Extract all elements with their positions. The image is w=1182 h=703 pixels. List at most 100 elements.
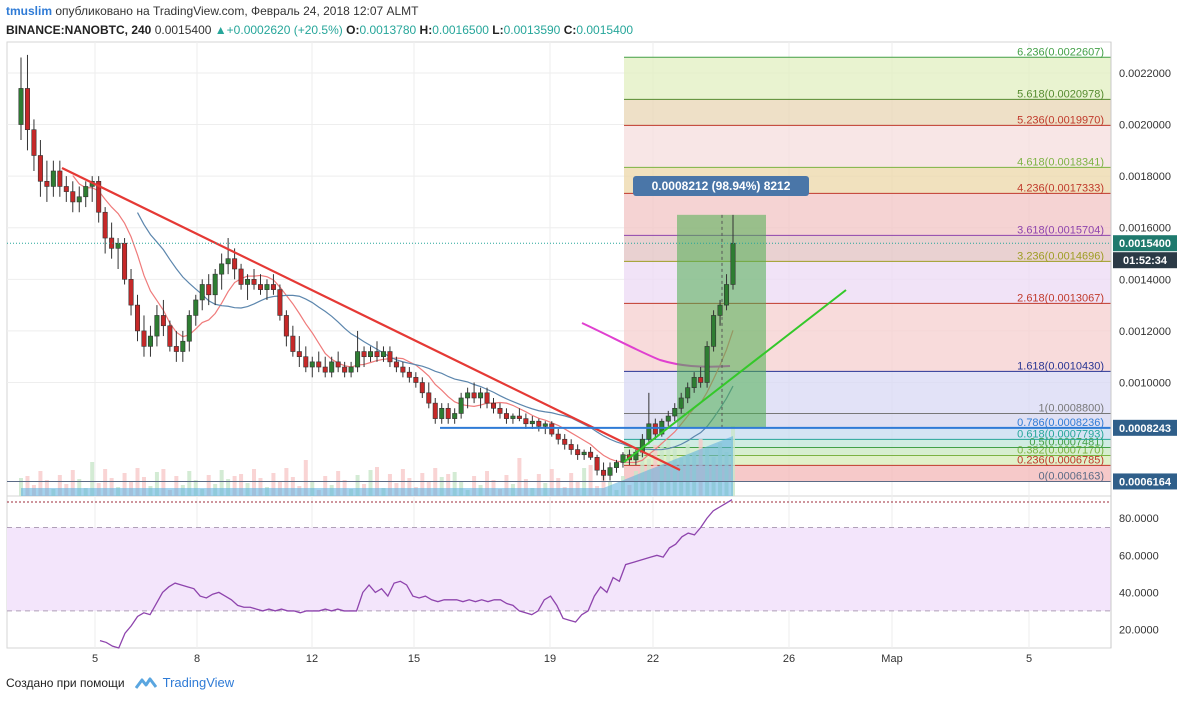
- measure-label: 0.0008212 (98.94%) 8212: [652, 179, 791, 193]
- candle-body: [232, 258, 238, 270]
- time-tick-label: 8: [194, 653, 200, 665]
- candle-body: [115, 242, 121, 249]
- price-tick-label: 0.0016000: [1119, 223, 1171, 235]
- candle-body: [141, 330, 147, 347]
- candle-body: [290, 335, 296, 352]
- candle-body: [730, 242, 736, 285]
- candle-body: [257, 284, 263, 290]
- candle-body: [309, 361, 315, 368]
- candle-body: [568, 444, 574, 450]
- volume-bar: [38, 471, 43, 496]
- candle-body: [620, 454, 626, 463]
- candle-body: [212, 273, 218, 296]
- volume-bar: [420, 473, 425, 496]
- price-tags: 0.0015400 01:52:34 0.0008243 0.0006164: [1113, 235, 1177, 490]
- candle-body: [458, 397, 464, 414]
- fib-level-label: 0.786(0.0008236): [1017, 417, 1104, 429]
- candle-body: [251, 279, 257, 285]
- volume-bar: [103, 469, 108, 496]
- fib-level-label: 5.236(0.0019970): [1017, 114, 1104, 126]
- publish-line: tmuslim опубликовано на TradingView.com,…: [6, 2, 1106, 21]
- candle-body: [445, 407, 451, 419]
- candle-body: [348, 366, 354, 373]
- candle-body: [277, 289, 283, 316]
- candle-body: [109, 237, 115, 249]
- candle-body: [704, 346, 710, 383]
- candle-body: [329, 361, 335, 373]
- low-value: 0.0013590: [503, 23, 561, 37]
- candle-body: [193, 299, 199, 316]
- open-value: 0.0013780: [359, 23, 417, 37]
- volume-bar: [232, 476, 237, 496]
- fib-level-label: 4.618(0.0018341): [1017, 156, 1104, 168]
- candle-body: [70, 191, 76, 203]
- price-axis[interactable]: 0.0022000 0.0020000 0.0018000 0.0016000 0.00…: [1110, 42, 1171, 648]
- change-arrow-icon: ▲: [214, 23, 227, 37]
- username[interactable]: tmuslim: [6, 4, 53, 18]
- volume-bar: [407, 478, 412, 496]
- fib-level-label: 6.236(0.0022607): [1017, 46, 1104, 58]
- last-price: 0.0015400: [154, 23, 212, 37]
- candle-body: [102, 211, 108, 239]
- candle-body: [393, 361, 399, 368]
- volume-bar: [472, 476, 477, 496]
- volume-bar: [219, 470, 224, 496]
- candle-body: [270, 284, 276, 290]
- candle-body: [264, 284, 270, 290]
- volume-bar: [485, 471, 490, 496]
- candle-body: [439, 407, 445, 419]
- candle-body: [316, 361, 322, 368]
- candle-body: [296, 351, 302, 358]
- volume-bar: [161, 469, 166, 496]
- tradingview-logo-icon: [134, 677, 157, 689]
- candle-body: [57, 170, 63, 187]
- rsi-tick-label: 20.0000: [1119, 624, 1159, 636]
- volume-bar: [154, 472, 159, 496]
- volume-bar: [303, 460, 308, 496]
- rsi-tick-label: 60.0000: [1119, 550, 1159, 562]
- price-change: +0.0002620 (+20.5%): [226, 23, 343, 37]
- candle-body: [497, 407, 503, 414]
- candle-body: [44, 180, 50, 187]
- rsi-indicator: 80.0000 60.0000 40.0000 20.0000: [7, 499, 1159, 649]
- candle-body: [160, 315, 166, 327]
- candle-body: [206, 284, 212, 296]
- volume-bar: [323, 476, 328, 496]
- chart-canvas[interactable]: 0(0.0006163)0.236(0.0006785)0.382(0.0007…: [0, 0, 1182, 670]
- time-tick-label: 15: [408, 653, 420, 665]
- candle-body: [37, 155, 43, 182]
- candle-body: [665, 415, 671, 422]
- time-tick-label: 12: [306, 653, 318, 665]
- volume-bar: [368, 470, 373, 496]
- trend-lines: [7, 167, 1111, 482]
- candle-body: [426, 392, 432, 404]
- chart-header: tmuslim опубликовано на TradingView.com,…: [6, 2, 1106, 40]
- volume-bar: [439, 477, 444, 496]
- candle-body: [122, 242, 128, 280]
- volume-bar: [433, 468, 438, 496]
- candle-body: [516, 415, 522, 419]
- volume-bar: [226, 479, 231, 496]
- candle-body: [672, 407, 678, 417]
- volume-bar: [141, 477, 146, 496]
- price-tick-label: 0.0012000: [1119, 326, 1171, 338]
- candle-body: [135, 304, 141, 332]
- candle-body: [96, 180, 102, 213]
- time-axis[interactable]: 5 8 12 15 19 22 26 Мар 5: [92, 653, 1032, 665]
- volume-bar: [523, 479, 528, 496]
- time-tick-label: 5: [1026, 653, 1032, 665]
- volume-bar: [588, 465, 593, 496]
- candle-body: [173, 346, 179, 352]
- candle-body: [652, 423, 658, 435]
- candle-body: [18, 88, 24, 125]
- candle-body: [147, 335, 153, 347]
- volume-bar: [569, 473, 574, 496]
- candle-body: [24, 88, 30, 131]
- candle-body: [685, 387, 691, 399]
- candle-body: [594, 457, 600, 471]
- tradingview-brand[interactable]: TradingView: [162, 675, 235, 690]
- candle-body: [678, 397, 684, 409]
- close-label: C:: [563, 23, 577, 37]
- downtrend-line: [61, 167, 681, 471]
- candle-body: [199, 284, 205, 301]
